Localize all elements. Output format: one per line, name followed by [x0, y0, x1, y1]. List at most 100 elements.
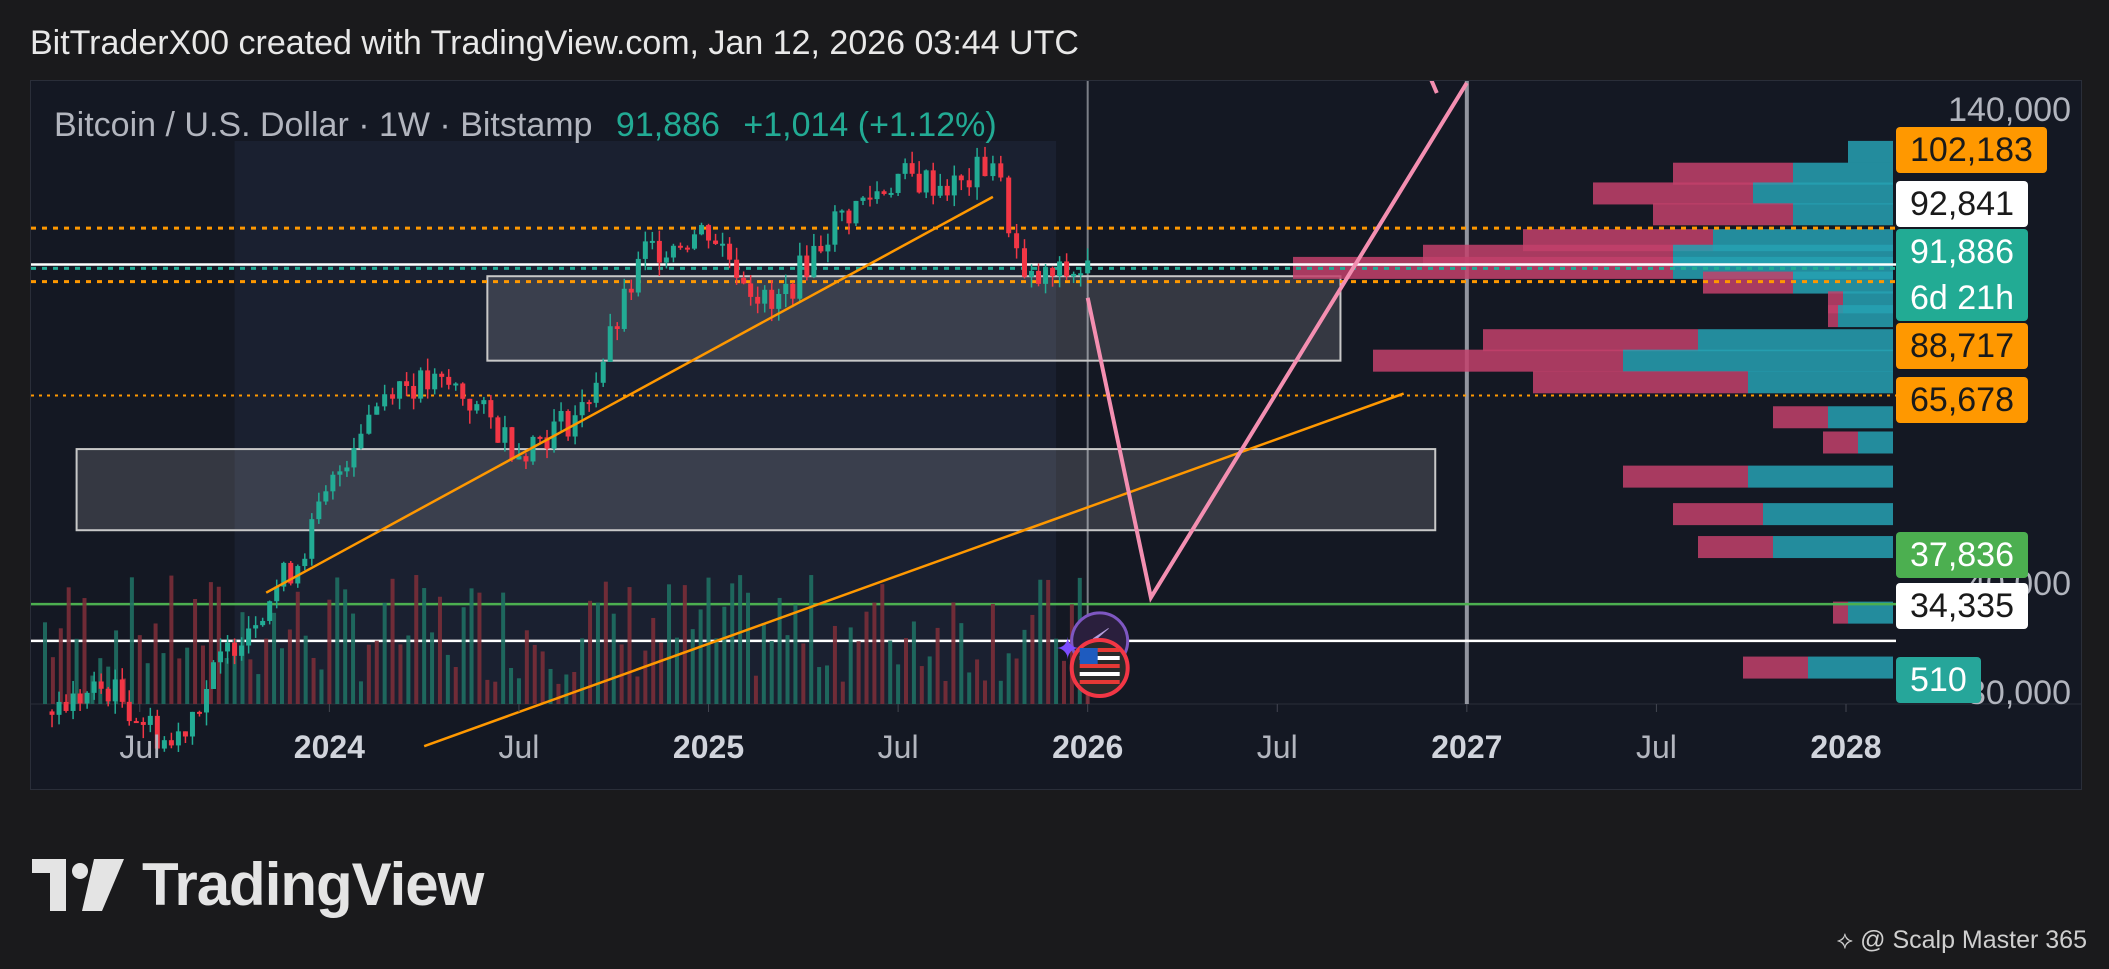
chart-header-text: BitTraderX00 created with TradingView.co… [30, 24, 1079, 62]
volume-bar [272, 612, 277, 704]
volume-bar [430, 632, 435, 704]
volume-bar [643, 650, 648, 704]
volume-bar [169, 575, 174, 704]
candle-body [867, 197, 873, 200]
candle-body [495, 417, 501, 443]
price-label-34335: 34,335 [1896, 583, 2028, 629]
volume-bar [216, 586, 221, 704]
volume-bar [374, 640, 379, 704]
candle-body [523, 456, 529, 462]
volume-bar [358, 681, 363, 704]
volume-bar [1006, 653, 1011, 704]
candle-body [1085, 260, 1091, 274]
volume-bar [185, 647, 190, 704]
candle-body [565, 411, 571, 437]
volume-bar [248, 659, 253, 704]
candle-body [189, 711, 195, 737]
candle-body [474, 404, 480, 411]
candle-body [140, 721, 146, 725]
candle-body [502, 427, 508, 443]
volume-profile-up-bar [1698, 329, 1893, 352]
volume-bar [809, 575, 814, 704]
candle-body [951, 175, 957, 196]
chart-panel[interactable]: ⚡✦Jul2024Jul2025Jul2026Jul2027Jul2028140… [30, 80, 2082, 790]
volume-bar [145, 663, 150, 704]
candle-body [63, 701, 69, 711]
candle-body [1071, 273, 1077, 277]
time-axis-label: Jul [878, 729, 919, 765]
price-label-91886: 91,886 6d 21h [1896, 229, 2028, 321]
candle-body [579, 402, 585, 416]
volume-bar [730, 583, 735, 704]
candle-body [98, 681, 104, 689]
candle-body [56, 701, 62, 715]
volume-bar [477, 592, 482, 704]
time-axis-label: 2027 [1431, 729, 1502, 765]
candle-body [572, 415, 578, 437]
volume-bar [414, 575, 419, 704]
candle-body [446, 376, 452, 385]
volume-profile-down-bar [1833, 601, 1848, 624]
price-chart[interactable]: ⚡✦Jul2024Jul2025Jul2026Jul2027Jul2028140… [31, 81, 2081, 789]
price-label-92841: 92,841 [1896, 181, 2028, 227]
candle-body [1036, 270, 1042, 284]
candle-body [790, 283, 796, 299]
candle-body [691, 234, 697, 249]
volume-profile-down-bar [1828, 305, 1838, 328]
volume-bar [193, 598, 198, 704]
volume-bar [651, 617, 656, 704]
bar-countdown: 6d 21h [1910, 279, 2014, 317]
volume-profile-up-bar [1793, 162, 1893, 185]
candle-body [727, 243, 733, 260]
candle-body [418, 370, 424, 399]
volume-bar [817, 667, 822, 704]
volume-bar [785, 635, 790, 704]
candle-body [600, 361, 606, 383]
volume-bar [793, 604, 798, 704]
volume-bar [137, 635, 142, 704]
volume-bar [327, 599, 332, 704]
candle-body [330, 474, 336, 492]
volume-bar [351, 613, 356, 704]
time-axis-label: Jul [498, 729, 539, 765]
candle-body [888, 192, 894, 195]
symbol-name[interactable]: Bitcoin / U.S. Dollar · 1W · Bitstamp [54, 106, 593, 144]
candle-body [1029, 270, 1035, 277]
candle-body [677, 245, 683, 248]
volume-bar [303, 635, 308, 704]
candle-body [811, 245, 817, 277]
candle-body [260, 620, 266, 626]
volume-profile-up-bar [1848, 140, 1893, 163]
volume-bar [485, 679, 490, 704]
candle-body [246, 628, 252, 646]
candle-body [239, 645, 245, 656]
candle-body [382, 394, 388, 407]
symbol-legend: Bitcoin / U.S. Dollar · 1W · Bitstamp 91… [54, 106, 997, 145]
volume-bar [777, 597, 782, 704]
volume-bar [1061, 660, 1066, 704]
candle-body [84, 692, 90, 704]
volume-bar [935, 627, 940, 704]
trendline-1 [265, 195, 994, 594]
volume-bar [161, 653, 166, 704]
candle-body [649, 240, 655, 243]
footer-credit: ⟡ @ Scalp Master 365 [1837, 926, 2087, 955]
volume-bar [200, 645, 205, 704]
candle-body [168, 740, 174, 746]
candle-body [253, 625, 259, 629]
volume-bar [746, 592, 751, 704]
volume-bar [959, 623, 964, 704]
volume-bar [1038, 579, 1043, 704]
candle-body [769, 289, 775, 309]
volume-bar [943, 680, 948, 704]
candle-body [930, 170, 936, 196]
volume-profile-down-bar [1373, 349, 1623, 372]
volume-bar [264, 638, 269, 704]
candle-body [937, 185, 943, 196]
volume-bar [335, 577, 340, 704]
candle-body [762, 289, 768, 304]
candle-body [783, 283, 789, 294]
candle-body [804, 255, 810, 277]
legend-price-change: +1,014 (+1.12%) [743, 106, 997, 144]
candle-body [397, 381, 403, 399]
